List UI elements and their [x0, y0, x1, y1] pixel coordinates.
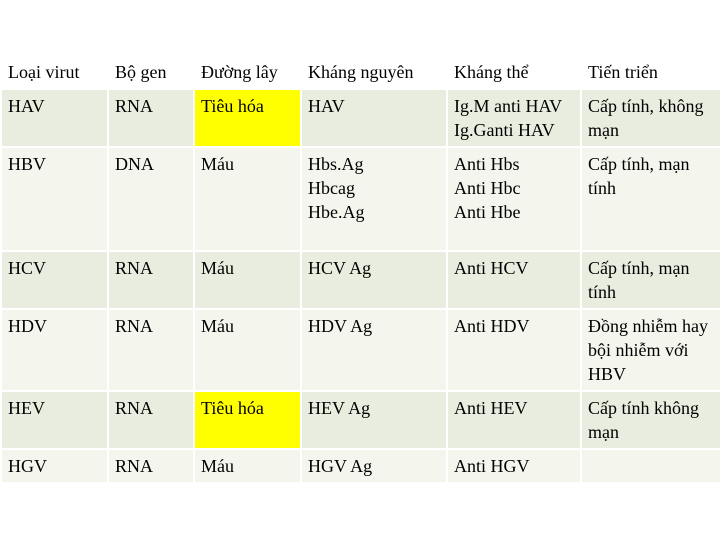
antigen-item: Hbe.Ag: [308, 202, 365, 222]
cell-genome: RNA: [107, 250, 195, 310]
antibody-item: Ig.M anti HAV: [454, 96, 563, 116]
antibody-item: Anti HEV: [454, 398, 528, 418]
table-row: HBV DNA Máu Hbs.Ag Hbcag Hbe.Ag Anti Hbs Anti H…: [0, 146, 720, 252]
progression-text: Đồng nhiễm hay bội nhiễm với HBV: [588, 316, 708, 384]
antigen-item: HDV Ag: [308, 316, 373, 336]
antibody-item: Anti Hbs: [454, 154, 520, 174]
cell-progression: Cấp tính, mạn tính: [580, 146, 720, 252]
cell-genome: RNA: [107, 308, 195, 392]
cell-transmission-route: Máu: [193, 448, 302, 484]
cell-antigen: Hbs.Ag Hbcag Hbe.Ag: [300, 146, 448, 252]
header-genome: Bộ gen: [107, 52, 195, 90]
antigen-item: HEV Ag: [308, 398, 371, 418]
antigen-item: HCV Ag: [308, 258, 372, 278]
table-row: HEV RNA Tiêu hóa HEV Ag Anti HEV Cấp tính khô…: [0, 390, 720, 450]
antibody-item: Anti HDV: [454, 316, 530, 336]
cell-antigen: HDV Ag: [300, 308, 448, 392]
cell-transmission-route: Máu: [193, 308, 302, 392]
header-antigen: Kháng nguyên: [300, 52, 448, 90]
antigen-item: HAV: [308, 96, 345, 116]
progression-text: Cấp tính không mạn: [588, 398, 699, 442]
table-row: HCV RNA Máu HCV Ag Anti HCV Cấp tính, mạn tín…: [0, 250, 720, 310]
antigen-item: Hbs.Ag: [308, 154, 364, 174]
antibody-item: Ig.Ganti HAV: [454, 120, 555, 140]
cell-transmission-route: Tiêu hóa: [193, 390, 302, 450]
header-row: Loại virut Bộ gen Đường lây Kháng nguyên…: [0, 52, 720, 90]
cell-virus-type: HEV: [0, 390, 109, 450]
cell-antigen: HEV Ag: [300, 390, 448, 450]
cell-progression: [580, 448, 720, 484]
cell-genome: DNA: [107, 146, 195, 252]
cell-virus-type: HBV: [0, 146, 109, 252]
header-progression: Tiến triển: [580, 52, 720, 90]
cell-virus-type: HGV: [0, 448, 109, 484]
cell-antigen: HAV: [300, 88, 448, 148]
cell-progression: Cấp tính, mạn tính: [580, 250, 720, 310]
cell-genome: RNA: [107, 88, 195, 148]
cell-antibody: Anti HGV: [446, 448, 582, 484]
cell-virus-type: HAV: [0, 88, 109, 148]
cell-antibody: Anti HDV: [446, 308, 582, 392]
cell-genome: RNA: [107, 448, 195, 484]
cell-progression: Đồng nhiễm hay bội nhiễm với HBV: [580, 308, 720, 392]
cell-transmission-route: Máu: [193, 146, 302, 252]
cell-antibody: Anti HEV: [446, 390, 582, 450]
progression-text: Cấp tính, không mạn: [588, 96, 704, 140]
table-row: HDV RNA Máu HDV Ag Anti HDV Đồng nhiễm hay bộ…: [0, 308, 720, 392]
cell-antibody: Anti HCV: [446, 250, 582, 310]
antibody-item: Anti HGV: [454, 456, 530, 476]
cell-antigen: HCV Ag: [300, 250, 448, 310]
header-antibody: Kháng thể: [446, 52, 582, 90]
cell-antigen: HGV Ag: [300, 448, 448, 484]
cell-genome: RNA: [107, 390, 195, 450]
cell-progression: Cấp tính không mạn: [580, 390, 720, 450]
progression-text: Cấp tính, mạn tính: [588, 258, 690, 302]
antigen-item: Hbcag: [308, 178, 355, 198]
cell-antibody: Ig.M anti HAV Ig.Ganti HAV: [446, 88, 582, 148]
cell-virus-type: HDV: [0, 308, 109, 392]
cell-transmission-route: Tiêu hóa: [193, 88, 302, 148]
header-transmission-route: Đường lây: [193, 52, 302, 90]
antigen-item: HGV Ag: [308, 456, 373, 476]
antibody-item: Anti Hbc: [454, 178, 521, 198]
antibody-item: Anti HCV: [454, 258, 529, 278]
hepatitis-virus-table: Loại virut Bộ gen Đường lây Kháng nguyên…: [0, 52, 720, 484]
cell-progression: Cấp tính, không mạn: [580, 88, 720, 148]
table-row: HAV RNA Tiêu hóa HAV Ig.M anti HAV Ig.Ganti H…: [0, 88, 720, 148]
antibody-item: Anti Hbe: [454, 202, 521, 222]
progression-text: Cấp tính, mạn tính: [588, 154, 690, 198]
cell-antibody: Anti Hbs Anti Hbc Anti Hbe: [446, 146, 582, 252]
header-virus-type: Loại virut: [0, 52, 109, 90]
table-row: HGV RNA Máu HGV Ag Anti HGV: [0, 448, 720, 484]
cell-transmission-route: Máu: [193, 250, 302, 310]
cell-virus-type: HCV: [0, 250, 109, 310]
